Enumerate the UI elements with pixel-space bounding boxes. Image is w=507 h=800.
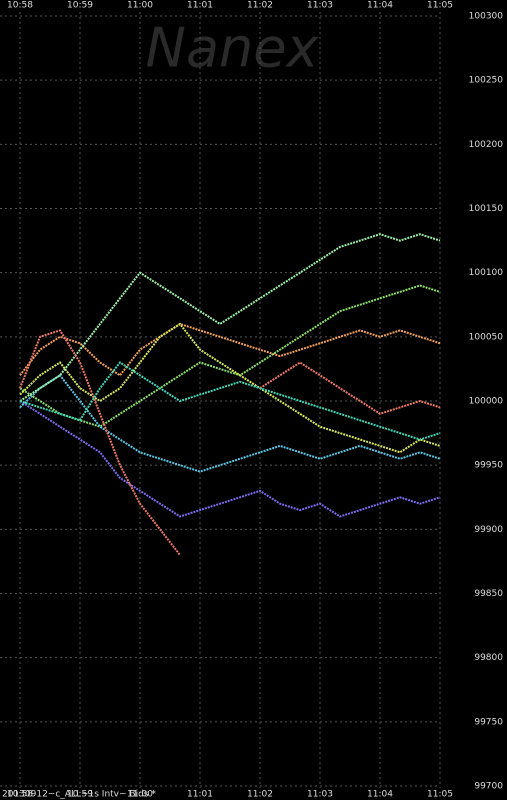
y-tick-label: 99900 — [474, 525, 503, 535]
y-tick-label: 100250 — [469, 76, 504, 86]
x-tick-label: 10:58 — [7, 790, 33, 800]
watermark: Nanex — [146, 17, 320, 80]
series-line — [19, 322, 441, 377]
x-tick-label: 11:00 — [127, 1, 153, 11]
y-tick-label: 100200 — [469, 140, 504, 150]
y-tick-label: 100150 — [469, 204, 504, 214]
x-tick-label: 11:00 — [127, 790, 153, 800]
series-line — [19, 329, 441, 556]
y-tick-label: 99950 — [474, 461, 503, 471]
x-tick-label: 11:01 — [187, 790, 213, 800]
x-tick-label: 11:03 — [307, 790, 333, 800]
x-tick-label: 11:02 — [247, 1, 273, 11]
x-tick-label: 11:05 — [427, 1, 453, 11]
x-tick-label: 11:01 — [187, 1, 213, 11]
y-tick-label: 100100 — [469, 268, 504, 278]
x-tick-label: 11:04 — [367, 1, 393, 11]
series-line — [19, 284, 441, 428]
x-tick-label: 10:58 — [7, 1, 33, 11]
x-tick-label: 11:05 — [427, 790, 453, 800]
series-line — [19, 400, 441, 518]
y-tick-label: 99800 — [474, 653, 503, 663]
series-line — [19, 322, 441, 454]
x-tick-label: 11:04 — [367, 790, 393, 800]
series-line — [19, 373, 441, 473]
x-tick-label: 11:03 — [307, 1, 333, 11]
y-tick-label: 100000 — [469, 397, 504, 407]
y-tick-label: 99850 — [474, 589, 503, 599]
x-tick-label: 10:59 — [67, 1, 93, 11]
y-tick-label: 99700 — [474, 782, 503, 792]
footer-label: 20130912~c_ALL~1s Intv~ Bids * — [2, 790, 156, 800]
y-tick-label: 99750 — [474, 717, 503, 727]
series-line — [19, 233, 441, 402]
y-tick-label: 100050 — [469, 332, 504, 342]
y-tick-label: 100300 — [469, 12, 504, 22]
x-tick-label: 11:02 — [247, 790, 273, 800]
x-tick-label: 10:59 — [67, 790, 93, 800]
series-line — [19, 361, 441, 441]
